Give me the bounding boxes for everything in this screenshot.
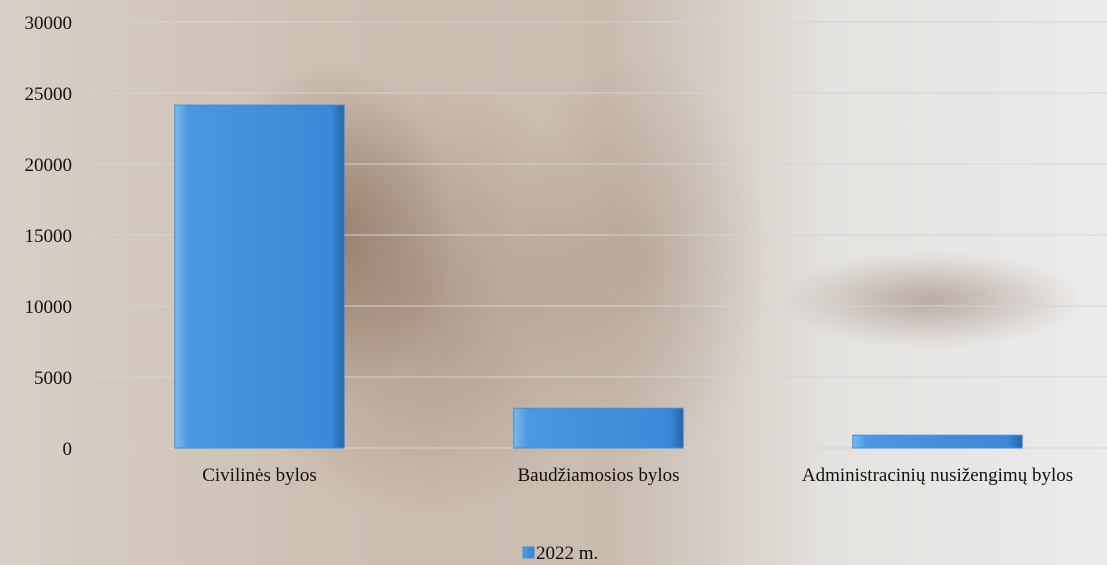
legend-label: 2022 m. — [536, 543, 598, 564]
y-tick-label: 25000 — [25, 84, 73, 105]
x-tick-label: Baudžiamosios bylos — [517, 465, 680, 486]
y-tick-label: 30000 — [25, 13, 73, 34]
x-tick-label: Civilinės bylos — [202, 465, 317, 486]
y-tick-label: 10000 — [25, 297, 73, 318]
bar — [174, 104, 345, 449]
y-tick-label: 0 — [63, 439, 73, 460]
bar — [852, 434, 1023, 449]
y-tick-label: 5000 — [34, 368, 72, 389]
y-tick-label: 20000 — [25, 155, 73, 176]
y-tick-label: 15000 — [25, 226, 73, 247]
x-tick-label: Administracinių nusižengimų bylos — [801, 465, 1074, 486]
bar — [513, 407, 684, 449]
legend-swatch — [522, 546, 535, 559]
